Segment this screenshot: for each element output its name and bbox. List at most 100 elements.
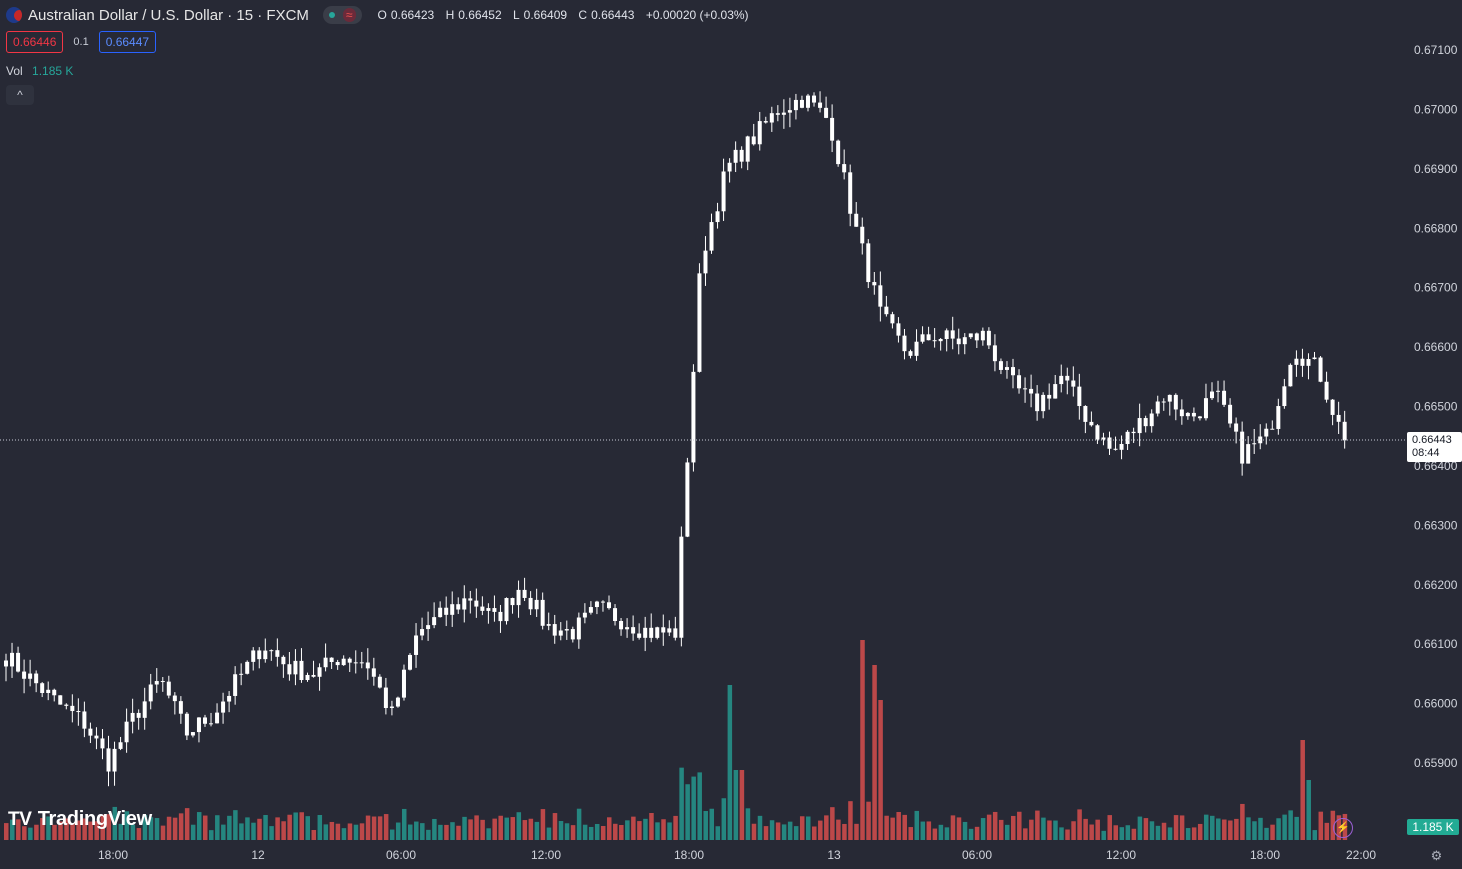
volume-bar: [727, 685, 733, 840]
volume-bar: [643, 818, 648, 840]
candle-body: [980, 330, 985, 341]
candle-body: [1228, 404, 1233, 424]
candle-body: [1023, 388, 1028, 390]
candle-body: [890, 314, 895, 324]
volume-bar: [335, 823, 341, 840]
volume-bar: [1222, 819, 1227, 840]
volume-bar: [112, 806, 118, 840]
candle-body: [1083, 406, 1088, 422]
candle-body: [1155, 401, 1160, 414]
candle-body: [1197, 416, 1202, 419]
volume-bar: [1173, 815, 1179, 840]
candle-body: [269, 650, 274, 652]
volume-bar: [812, 826, 817, 840]
volume-bar: [480, 819, 485, 840]
volume-bar: [305, 816, 310, 840]
volume-bar: [799, 816, 805, 840]
gear-icon[interactable]: ⚙: [1430, 848, 1443, 863]
volume-bar: [432, 818, 437, 840]
candle-body: [28, 673, 33, 679]
candle-body: [703, 250, 708, 274]
candle-body: [522, 589, 527, 598]
candle-body: [16, 652, 21, 672]
volume-bar: [685, 784, 690, 840]
bolt-icon[interactable]: ⚡: [1333, 818, 1353, 838]
candle-body: [148, 684, 153, 702]
volume-bar: [383, 814, 389, 840]
y-tick-label: 0.66800: [1414, 221, 1458, 235]
candle-body: [920, 334, 925, 342]
candle-body: [275, 650, 280, 657]
volume-bar: [1288, 810, 1293, 840]
volume-bar: [998, 819, 1004, 840]
candle-body: [884, 306, 889, 315]
candle-body: [480, 606, 485, 611]
candle-body: [64, 704, 69, 706]
volume-bar: [926, 821, 932, 840]
volume-bar: [763, 826, 769, 840]
candle-body: [486, 608, 491, 611]
volume-bar: [667, 822, 672, 840]
candle-body: [1101, 437, 1106, 440]
volume-bar: [1185, 828, 1191, 840]
volume-bar: [365, 815, 371, 840]
sell-button[interactable]: 0.66446: [6, 31, 64, 53]
candle-body: [655, 627, 660, 638]
volume-bar: [154, 818, 160, 840]
volume-bar: [341, 828, 347, 840]
candle-body: [1185, 412, 1190, 417]
candle-body: [88, 728, 93, 736]
candle-body: [1173, 394, 1178, 410]
volume-bar: [992, 811, 998, 840]
candle-body: [576, 617, 581, 640]
candle-body: [1041, 394, 1046, 412]
volume-bar: [510, 817, 516, 840]
volume-bar: [1119, 827, 1125, 840]
y-tick-label: 0.66300: [1414, 518, 1458, 532]
volume-bar: [1324, 822, 1330, 840]
candle-body: [1095, 425, 1100, 440]
volume-bar: [1023, 828, 1028, 840]
volume-bar: [287, 814, 292, 840]
volume-bar: [649, 812, 654, 840]
volume-bar: [347, 823, 353, 840]
candle-body: [908, 351, 913, 356]
candle-body: [1149, 413, 1154, 427]
candles: [4, 91, 1347, 787]
candle-body: [902, 335, 907, 352]
volume-bar: [691, 776, 696, 840]
candle-body: [1071, 380, 1076, 387]
volume-bar: [588, 826, 594, 840]
candle-body: [775, 113, 780, 115]
candle-body: [178, 701, 183, 714]
volume-bar: [504, 817, 509, 840]
candle-body: [190, 732, 195, 736]
candle-body: [1234, 423, 1239, 432]
candle-body: [1336, 414, 1341, 422]
volume-bar: [227, 815, 232, 840]
candle-body: [986, 330, 991, 346]
chevron-up-icon[interactable]: ^: [6, 85, 34, 105]
volume-bar: [661, 819, 666, 840]
candle-body: [661, 627, 666, 633]
volume-bar: [1101, 830, 1106, 840]
symbol-title[interactable]: Australian Dollar / U.S. Dollar · 15 · F…: [28, 6, 309, 24]
candle-body: [202, 717, 207, 724]
buy-button[interactable]: 0.66447: [98, 31, 157, 53]
candle-body: [166, 681, 171, 696]
volume-bar: [890, 817, 895, 840]
candle-body: [10, 652, 15, 667]
volume-bar: [1149, 821, 1155, 840]
volume-bar: [944, 827, 950, 840]
x-tick-label: 22:00: [1346, 848, 1376, 862]
x-tick-label: 13: [827, 848, 841, 862]
candle-body: [504, 598, 509, 622]
status-pill[interactable]: ≈: [322, 6, 362, 24]
volume-bar: [1004, 824, 1010, 840]
volume-bar: [420, 823, 425, 840]
volume-bar: [733, 770, 739, 840]
candle-body: [1252, 443, 1257, 445]
candle-body: [468, 598, 473, 601]
volume-bar: [980, 818, 986, 840]
